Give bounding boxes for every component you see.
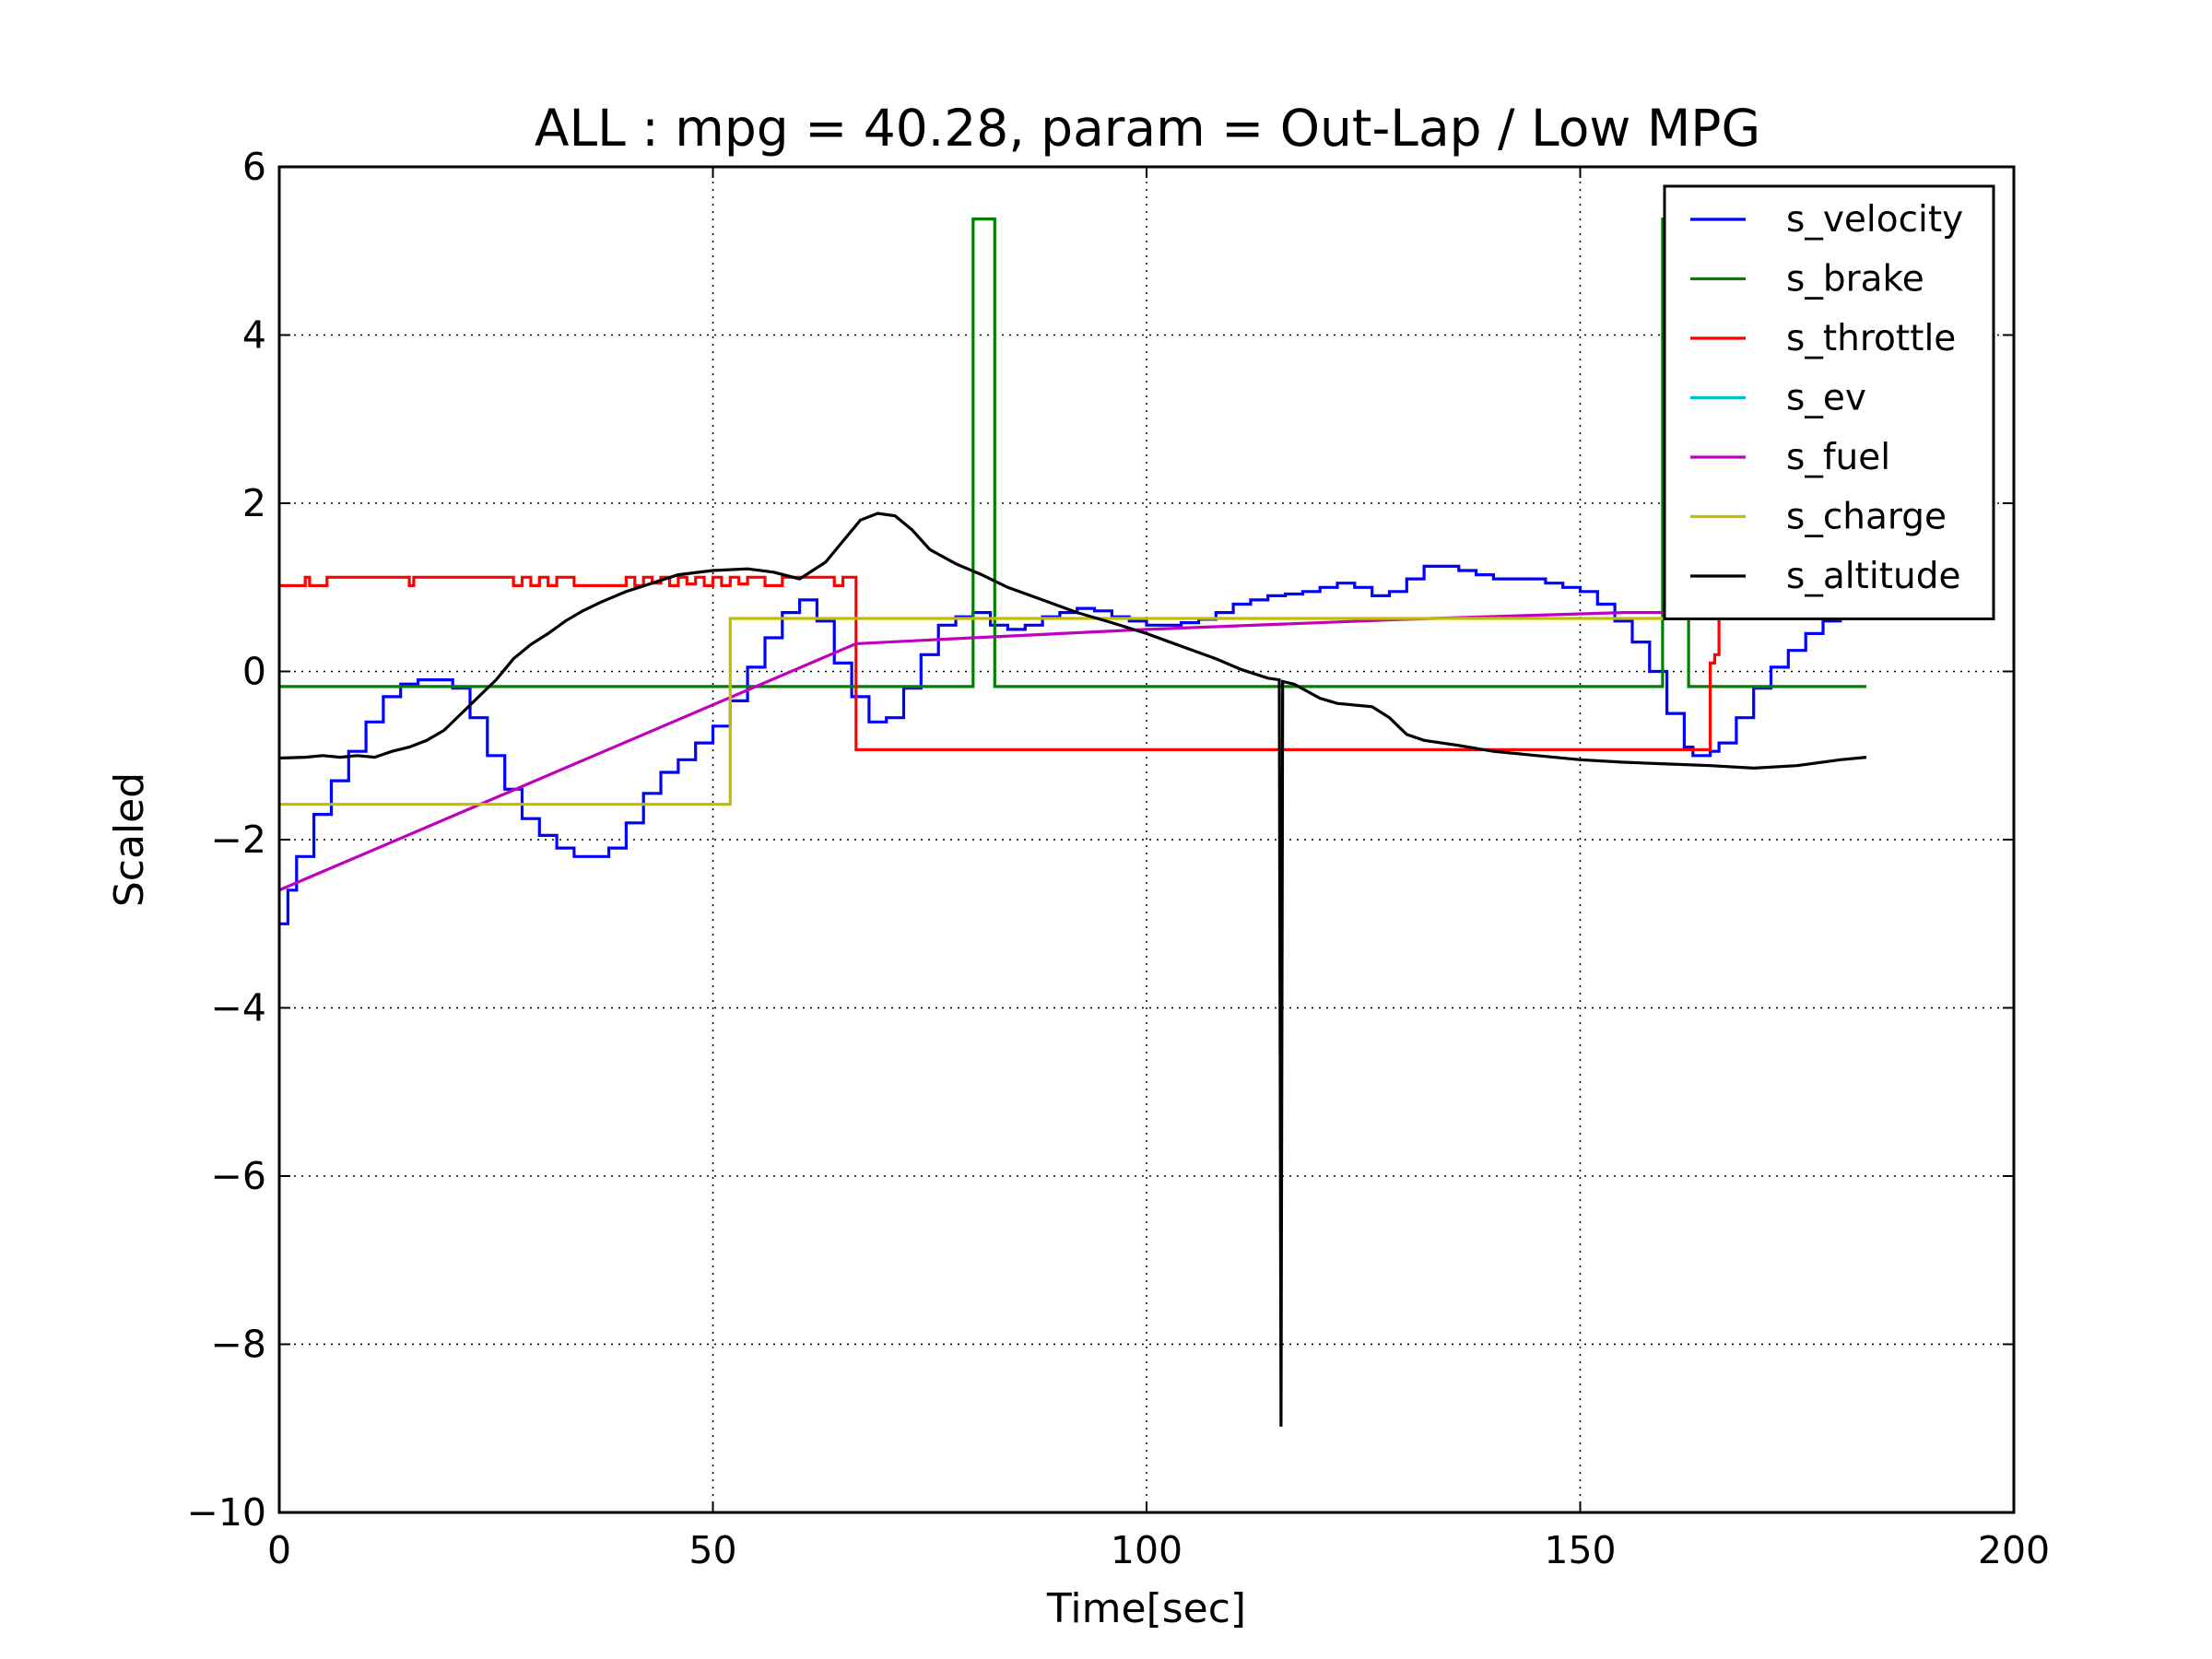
ticks: 0 50 100 150 200 −10 −8 −6 −4 −2 0 2 4 6: [186, 145, 2050, 1572]
y-tick-label: 2: [242, 481, 266, 525]
series-line-s-charge: [279, 617, 1866, 806]
y-axis-title: Scaled: [106, 772, 153, 907]
legend: s_velocity s_brake s_throttle s_ev s_fuel s_c…: [1663, 184, 1995, 620]
x-tick-label: 50: [688, 1528, 736, 1572]
legend-label-s-charge: s_charge: [1786, 497, 1947, 538]
chart-title: ALL : mpg = 40.28, param = Out-Lap / Low…: [535, 99, 1760, 158]
legend-box: [1663, 184, 1995, 620]
y-tick-label: −8: [211, 1323, 266, 1367]
x-tick-label: 200: [1978, 1528, 2050, 1572]
legend-label-s-throttle: s_throttle: [1786, 318, 1956, 359]
legend-label-s-brake: s_brake: [1786, 259, 1924, 300]
legend-label-s-velocity: s_velocity: [1786, 199, 1963, 241]
series-line-s-velocity: [279, 564, 1866, 925]
legend-label-s-ev: s_ev: [1786, 378, 1866, 419]
legend-label-s-fuel: s_fuel: [1786, 437, 1890, 478]
plot-area: [279, 218, 1867, 1427]
y-tick-label: −10: [186, 1490, 266, 1535]
series-line-s-altitude: [279, 512, 1867, 1427]
series-line-s-fuel: [279, 611, 1702, 892]
series-line-s-throttle: [279, 575, 1721, 751]
y-tick-label: 6: [242, 145, 266, 189]
x-axis-title: Time[sec]: [1046, 1585, 1246, 1632]
legend-label-s-altitude: s_altitude: [1786, 556, 1960, 597]
y-tick-label: −6: [211, 1154, 266, 1198]
x-tick-label: 100: [1111, 1528, 1182, 1572]
x-tick-label: 0: [267, 1528, 291, 1572]
y-tick-label: 0: [242, 650, 266, 694]
y-tick-label: −4: [211, 986, 266, 1030]
y-tick-label: 4: [242, 313, 266, 358]
x-tick-label: 150: [1544, 1528, 1616, 1572]
y-tick-label: −2: [211, 818, 266, 862]
